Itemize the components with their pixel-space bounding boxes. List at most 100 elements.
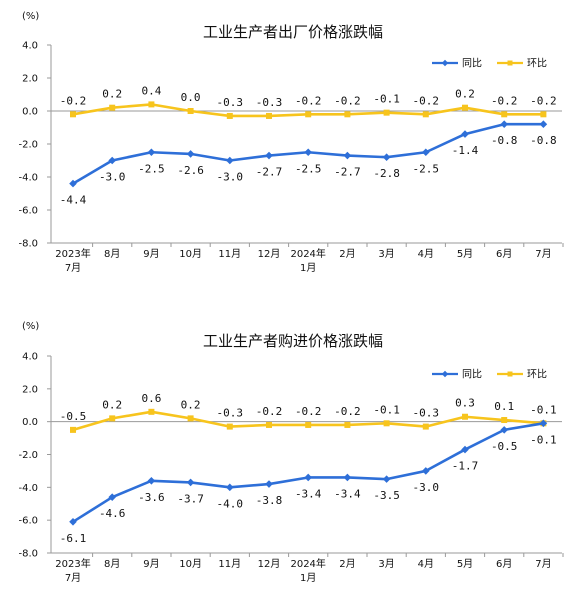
- x-tick-label: 7月: [65, 572, 81, 584]
- x-tick-label: 12月: [258, 248, 281, 260]
- data-point: [148, 101, 155, 108]
- x-tick-label: 9月: [143, 248, 159, 260]
- data-label: -0.1: [373, 93, 400, 106]
- data-label: -3.0: [99, 171, 126, 184]
- x-tick-label: 2023年: [55, 557, 90, 570]
- data-label: 0.1: [494, 400, 514, 413]
- y-tick-label: -6.0: [18, 206, 38, 217]
- data-point: [343, 151, 352, 160]
- data-point: [305, 421, 312, 428]
- y-tick-label: -8.0: [18, 239, 38, 250]
- data-label: -0.8: [530, 134, 557, 147]
- data-point: [266, 112, 272, 119]
- x-tick-label: 9月: [143, 558, 159, 570]
- data-point: [422, 423, 429, 430]
- data-label: -0.5: [60, 410, 87, 423]
- y-tick-label: 2.0: [22, 384, 38, 395]
- y-tick-label: 0.0: [22, 107, 38, 118]
- x-tick-label: 8月: [104, 248, 120, 260]
- data-label: -1.4: [452, 144, 479, 157]
- data-label: -1.7: [452, 460, 479, 473]
- data-label: 0.6: [141, 392, 161, 405]
- data-label: -2.6: [177, 164, 204, 177]
- data-point: [501, 417, 508, 424]
- data-label: -2.7: [334, 166, 361, 179]
- data-point: [462, 104, 468, 111]
- x-tick-label: 6月: [496, 248, 512, 260]
- x-tick-label: 2月: [339, 248, 355, 260]
- data-label: -3.8: [256, 494, 283, 507]
- x-tick-label: 7月: [535, 558, 551, 570]
- x-tick-label: 10月: [179, 248, 202, 260]
- data-point: [226, 156, 234, 165]
- data-point: [187, 415, 194, 422]
- data-point: [382, 153, 391, 161]
- legend-swatch-marker: [507, 371, 513, 377]
- data-label: -0.5: [491, 440, 518, 453]
- data-point: [462, 413, 468, 420]
- data-label: -0.2: [60, 94, 87, 107]
- data-point: [187, 108, 194, 114]
- data-label: -0.1: [530, 403, 557, 416]
- data-point: [539, 120, 548, 128]
- y-unit-label: (%): [22, 321, 39, 332]
- data-point: [422, 111, 429, 118]
- x-tick-label: 11月: [218, 248, 241, 260]
- x-tick-label: 11月: [218, 558, 241, 570]
- data-label: 0.4: [141, 84, 161, 97]
- x-tick-label: 12月: [258, 558, 281, 570]
- data-point: [109, 415, 116, 422]
- data-point: [500, 120, 508, 128]
- data-label: -4.4: [60, 194, 87, 207]
- y-tick-label: -4.0: [18, 483, 38, 494]
- data-label: -3.4: [334, 487, 361, 500]
- x-tick-label: 2023年: [55, 247, 90, 260]
- y-tick-label: -2.0: [18, 140, 38, 151]
- data-point: [540, 111, 547, 118]
- legend-label: 环比: [527, 369, 547, 381]
- data-label: -0.2: [530, 94, 557, 107]
- x-tick-label: 10月: [179, 558, 202, 570]
- data-point: [305, 111, 312, 118]
- data-point: [422, 148, 430, 157]
- data-label: 0.0: [181, 91, 201, 104]
- data-point: [186, 150, 195, 158]
- data-point: [70, 111, 76, 118]
- data-point: [69, 179, 77, 188]
- x-tick-label: 6月: [496, 558, 512, 570]
- data-point: [109, 104, 116, 111]
- data-label: 0.2: [181, 398, 201, 411]
- data-label: -2.5: [413, 162, 440, 175]
- data-label: 0.2: [102, 88, 122, 101]
- data-label: -0.2: [334, 94, 361, 107]
- data-point: [147, 476, 156, 485]
- x-tick-label: 5月: [457, 558, 473, 570]
- data-point: [539, 419, 548, 428]
- data-label: 0.2: [455, 88, 475, 101]
- data-label: -2.8: [373, 167, 400, 180]
- data-point: [265, 151, 273, 160]
- y-tick-label: -2.0: [18, 450, 38, 461]
- data-point: [382, 475, 391, 483]
- data-point: [383, 420, 390, 427]
- data-point: [69, 518, 77, 526]
- data-label: -4.6: [99, 507, 126, 520]
- legend-label: 同比: [462, 369, 482, 381]
- legend-label: 环比: [527, 58, 547, 70]
- legend: 同比 环比: [432, 58, 547, 70]
- legend-swatch-marker: [441, 370, 449, 378]
- x-tick-label: 2024年: [290, 557, 325, 570]
- data-label: -0.2: [295, 405, 322, 418]
- data-label: -3.0: [413, 481, 440, 494]
- x-tick-label: 8月: [104, 558, 120, 570]
- x-tick-label: 3月: [378, 558, 394, 570]
- data-point: [226, 423, 233, 430]
- data-point: [70, 426, 76, 433]
- data-label: -0.8: [491, 134, 518, 147]
- data-point: [265, 480, 273, 488]
- y-unit-label: (%): [22, 11, 39, 22]
- x-tick-label: 2024年: [290, 247, 325, 260]
- data-label: -3.4: [295, 487, 322, 500]
- data-label: -0.2: [413, 94, 440, 107]
